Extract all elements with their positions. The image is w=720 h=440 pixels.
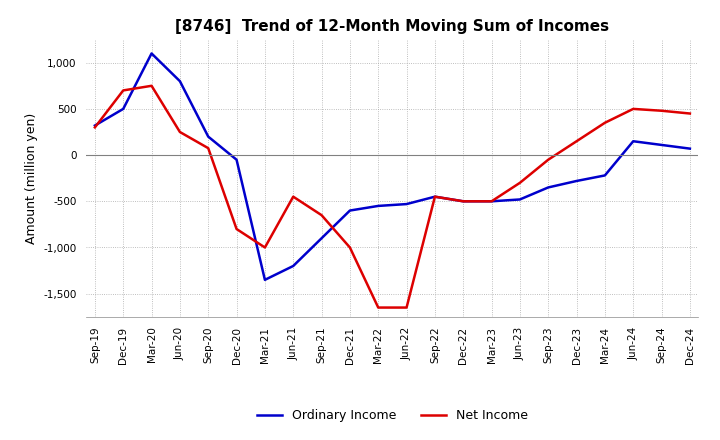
Net Income (318, 213, 326, 218)
Ordinary Income (176, 78, 184, 84)
Net Income (148, 83, 156, 88)
Net Income (176, 129, 184, 135)
Ordinary Income (544, 185, 552, 190)
Net Income (289, 194, 297, 199)
Net Income (119, 88, 127, 93)
Net Income (487, 198, 496, 204)
Ordinary Income (657, 142, 666, 147)
Net Income (516, 180, 524, 186)
Ordinary Income (346, 208, 354, 213)
Ordinary Income (261, 277, 269, 282)
Net Income (572, 139, 581, 144)
Net Income (657, 108, 666, 114)
Ordinary Income (402, 202, 411, 207)
Ordinary Income (629, 139, 637, 144)
Ordinary Income (91, 123, 99, 128)
Ordinary Income (289, 263, 297, 268)
Ordinary Income (374, 203, 382, 209)
Ordinary Income (119, 106, 127, 111)
Ordinary Income (516, 197, 524, 202)
Ordinary Income (318, 236, 326, 241)
Net Income (544, 157, 552, 162)
Net Income (204, 146, 212, 151)
Ordinary Income (487, 198, 496, 204)
Net Income (402, 305, 411, 310)
Ordinary Income (431, 194, 439, 199)
Title: [8746]  Trend of 12-Month Moving Sum of Incomes: [8746] Trend of 12-Month Moving Sum of I… (176, 19, 609, 34)
Net Income (374, 305, 382, 310)
Ordinary Income (204, 134, 212, 139)
Net Income (629, 106, 637, 111)
Ordinary Income (572, 178, 581, 183)
Net Income (685, 111, 694, 116)
Ordinary Income (233, 157, 241, 162)
Ordinary Income (600, 173, 609, 178)
Net Income (346, 245, 354, 250)
Net Income (91, 125, 99, 130)
Net Income (600, 120, 609, 125)
Ordinary Income (685, 146, 694, 151)
Net Income (459, 198, 467, 204)
Ordinary Income (148, 51, 156, 56)
Line: Ordinary Income: Ordinary Income (95, 53, 690, 280)
Net Income (261, 245, 269, 250)
Net Income (431, 194, 439, 199)
Ordinary Income (459, 198, 467, 204)
Legend: Ordinary Income, Net Income: Ordinary Income, Net Income (252, 404, 533, 427)
Line: Net Income: Net Income (95, 86, 690, 308)
Y-axis label: Amount (million yen): Amount (million yen) (24, 113, 37, 244)
Net Income (233, 226, 241, 231)
